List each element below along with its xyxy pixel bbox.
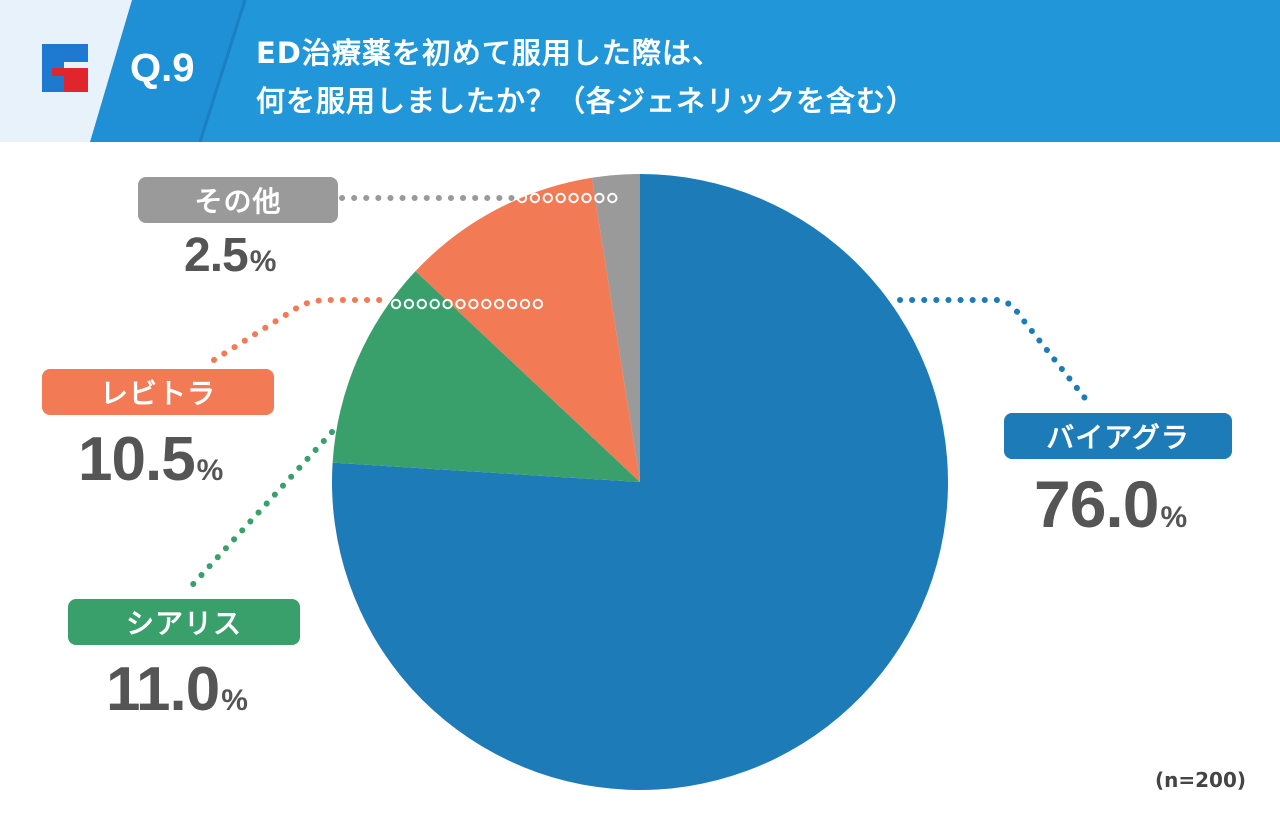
leader-lines <box>183 192 1091 595</box>
label-levitra: レビトラ <box>42 369 274 415</box>
f-logo-icon <box>42 44 88 92</box>
band-divider <box>198 0 247 142</box>
label-viagra: バイアグラ <box>1004 413 1232 459</box>
header-banner <box>0 0 1280 142</box>
slice-other <box>591 174 640 482</box>
dots-levitra <box>390 298 544 310</box>
label-cialis: シアリス <box>68 599 300 645</box>
label-other: その他 <box>138 177 338 223</box>
leader-cialis <box>183 429 335 595</box>
leader-levitra <box>211 297 393 363</box>
percent-cialis: 11.0% <box>106 655 248 724</box>
percent-viagra: 76.0% <box>1034 467 1188 541</box>
pie-slices <box>332 174 948 790</box>
leader-viagra <box>897 297 1091 405</box>
title-band <box>200 0 1280 142</box>
slice-levitra <box>415 177 640 482</box>
percent-levitra: 10.5% <box>78 425 224 494</box>
title-line-2: 何を服用しましたか？（各ジェネリックを含む） <box>256 84 917 118</box>
question-number: Q.9 <box>130 46 195 90</box>
slice-cialis <box>332 271 640 482</box>
dots-other <box>516 192 618 204</box>
title-line-1: ED治療薬を初めて服用した際は、 <box>256 36 722 70</box>
percent-other: 2.5% <box>184 229 277 282</box>
sample-size: (n=200) <box>1154 768 1246 792</box>
